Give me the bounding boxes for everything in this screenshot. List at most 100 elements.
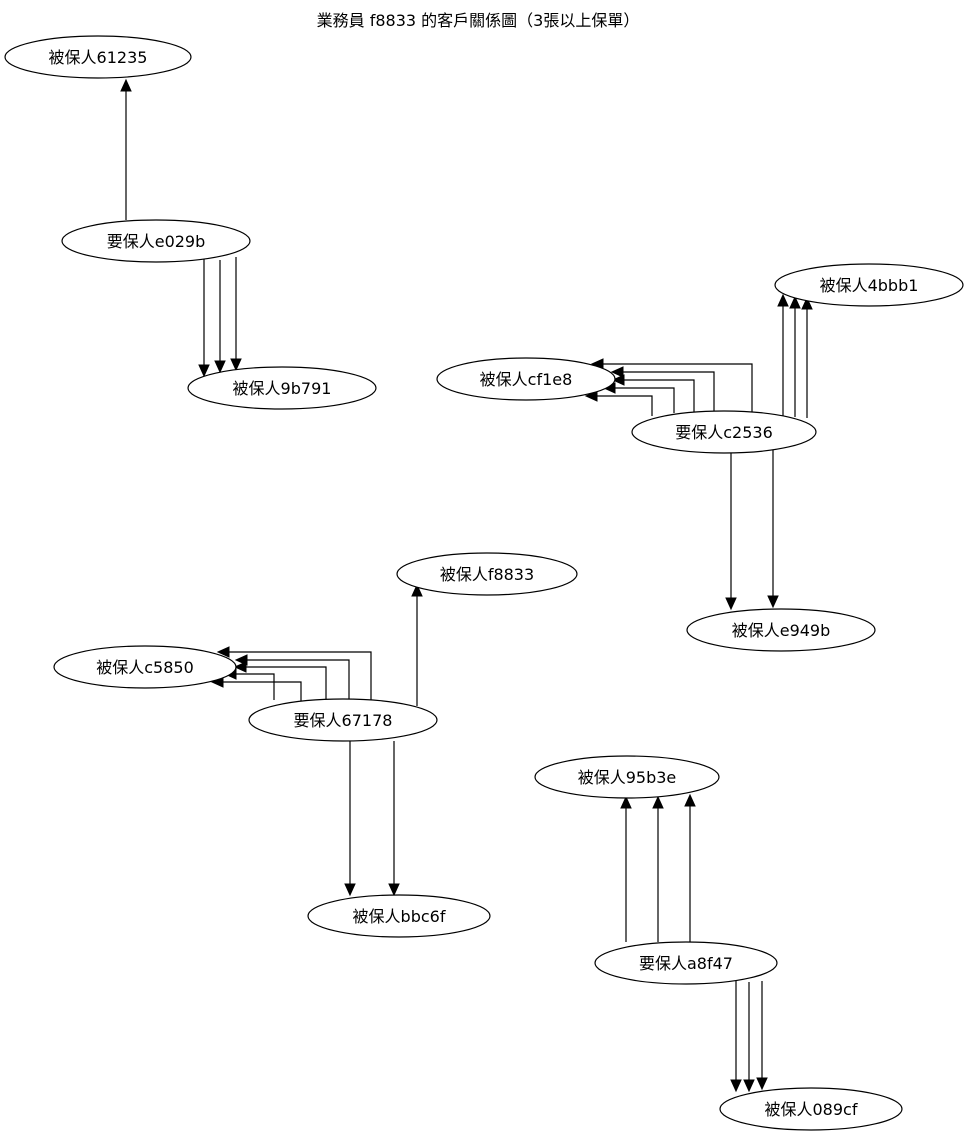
node-ellipse [719, 1087, 903, 1131]
nodes-layer: 被保人61235 要保人e029b 被保人9b791 被保人4bbb1 被保人cf1e8… [4, 35, 964, 1131]
arrow-head-icon [120, 78, 132, 92]
node-label: 被保人9b791 [233, 379, 332, 398]
edge-line [624, 379, 695, 412]
node-f8833[interactable]: 被保人f8833 [396, 552, 578, 596]
arrow-head-icon [801, 296, 813, 310]
edge-n_c2536-to-n_e949b [725, 453, 737, 611]
arrow-head-icon [743, 1079, 755, 1093]
node-ellipse [774, 263, 964, 307]
node-ellipse [534, 755, 720, 799]
edge-n_e029b-to-n_61235 [120, 78, 132, 220]
edge-line [247, 659, 350, 701]
node-label: 被保人089cf [765, 1100, 858, 1119]
node-label: 要保人67178 [294, 711, 393, 730]
edge-n_c2536-to-n_4bbb1 [789, 295, 801, 417]
edge-line [597, 395, 653, 416]
edge-n_67178-to-n_f8833 [411, 583, 423, 706]
node-089cf[interactable]: 被保人089cf [719, 1087, 903, 1131]
edge-n_67178-to-n_c5850 [216, 646, 372, 701]
edge-line [603, 363, 753, 412]
arrow-head-icon [611, 374, 625, 386]
node-67178[interactable]: 要保人67178 [248, 698, 438, 742]
edge-n_a8f47-to-n_95b3e [684, 793, 696, 942]
arrow-head-icon [777, 293, 789, 307]
edge-n_c2536-to-n_cf1e8 [610, 366, 715, 411]
edge-n_a8f47-to-n_089cf [730, 979, 742, 1093]
node-label: 被保人95b3e [578, 768, 677, 787]
edge-n_c2536-to-n_cf1e8 [602, 382, 675, 413]
edge-n_e029b-to-n_9b791 [230, 257, 242, 372]
edge-n_67178-to-n_c5850 [210, 676, 302, 703]
edge-n_e029b-to-n_9b791 [198, 257, 210, 378]
node-c2536[interactable]: 要保人c2536 [631, 410, 817, 454]
edge-n_e029b-to-n_9b791 [214, 260, 226, 374]
node-label: 要保人c2536 [675, 423, 773, 442]
node-label: 被保人c5850 [96, 658, 194, 677]
node-ellipse [436, 357, 616, 401]
arrow-head-icon [411, 583, 423, 597]
node-c5850[interactable]: 被保人c5850 [53, 645, 237, 689]
node-ellipse [61, 219, 251, 263]
arrow-head-icon [198, 364, 210, 378]
node-ellipse [187, 366, 377, 410]
node-label: 要保人a8f47 [639, 954, 733, 973]
node-e029b[interactable]: 要保人e029b [61, 219, 251, 263]
edge-n_a8f47-to-n_95b3e [652, 795, 664, 942]
node-9b791[interactable]: 被保人9b791 [187, 366, 377, 410]
edge-n_c2536-to-n_cf1e8 [584, 390, 653, 416]
arrow-head-icon [230, 358, 242, 372]
edge-n_a8f47-to-n_089cf [756, 981, 768, 1091]
arrow-head-icon [684, 793, 696, 807]
arrow-head-icon [344, 883, 356, 897]
node-bbc6f[interactable]: 被保人bbc6f [307, 894, 491, 938]
edge-n_a8f47-to-n_089cf [743, 982, 755, 1093]
edge-n_c2536-to-n_4bbb1 [801, 296, 813, 418]
arrow-head-icon [216, 646, 230, 658]
node-label: 被保人cf1e8 [480, 370, 573, 389]
edges-layer [120, 78, 813, 1093]
edge-line [615, 387, 675, 413]
arrow-head-icon [756, 1077, 768, 1091]
edge-line [236, 673, 275, 700]
node-cf1e8[interactable]: 被保人cf1e8 [436, 357, 616, 401]
edge-n_c2536-to-n_4bbb1 [777, 293, 789, 419]
node-ellipse [631, 410, 817, 454]
diagram-title: 業務員 f8833 的客戶關係圖（3張以上保單） [317, 11, 640, 30]
edge-n_67178-to-n_c5850 [234, 654, 350, 701]
arrow-head-icon [767, 595, 779, 609]
arrow-head-icon [610, 366, 624, 378]
node-ellipse [53, 645, 237, 689]
arrow-head-icon [234, 654, 248, 666]
node-a8f47[interactable]: 要保人a8f47 [594, 941, 778, 985]
edge-line [623, 371, 715, 411]
node-ellipse [594, 941, 778, 985]
node-label: 被保人bbc6f [353, 907, 446, 926]
arrow-head-icon [725, 597, 737, 611]
edge-n_c2536-to-n_cf1e8 [611, 374, 695, 412]
arrow-head-icon [620, 795, 632, 809]
arrow-head-icon [388, 883, 400, 897]
edge-n_67178-to-n_bbc6f [344, 741, 356, 897]
node-label: 要保人e029b [107, 232, 206, 251]
node-ellipse [4, 35, 192, 79]
node-95b3e[interactable]: 被保人95b3e [534, 755, 720, 799]
edge-n_67178-to-n_c5850 [233, 661, 327, 702]
edge-line [229, 651, 372, 701]
node-ellipse [686, 608, 876, 652]
edge-n_67178-to-n_bbc6f [388, 741, 400, 897]
node-e949b[interactable]: 被保人e949b [686, 608, 876, 652]
edge-line [246, 666, 327, 702]
arrow-head-icon [233, 661, 247, 673]
arrow-head-icon [789, 295, 801, 309]
edge-n_c2536-to-n_cf1e8 [590, 358, 753, 412]
node-4bbb1[interactable]: 被保人4bbb1 [774, 263, 964, 307]
edge-n_c2536-to-n_e949b [767, 450, 779, 609]
arrow-head-icon [652, 795, 664, 809]
node-label: 被保人f8833 [440, 565, 534, 584]
node-ellipse [396, 552, 578, 596]
node-ellipse [248, 698, 438, 742]
node-61235[interactable]: 被保人61235 [4, 35, 192, 79]
node-ellipse [307, 894, 491, 938]
edge-line [223, 681, 302, 703]
